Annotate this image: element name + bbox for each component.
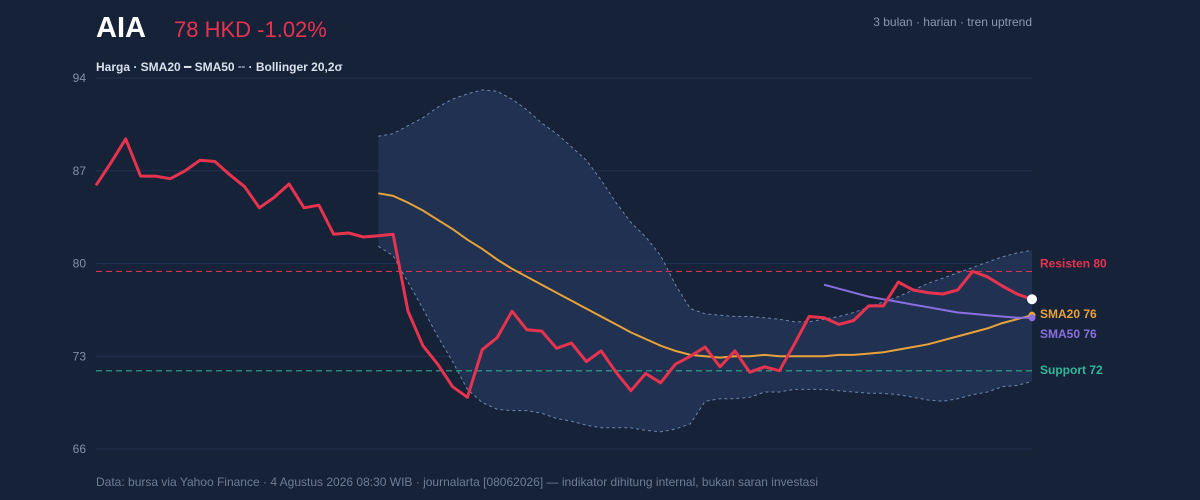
annotation-resistance: Resisten 80 — [1040, 256, 1107, 270]
y-tick-label: 87 — [73, 164, 87, 178]
y-tick-label: 66 — [73, 442, 87, 456]
price-line — [94, 137, 1033, 399]
y-tick-label: 80 — [73, 257, 87, 271]
annotation-sma50: SMA50 76 — [1040, 327, 1097, 341]
chart-meta: 3 bulan · harian · tren uptrend — [873, 15, 1032, 29]
source-footer: Data: bursa via Yahoo Finance · 4 Agustu… — [96, 475, 818, 489]
annotation-sma20: SMA20 76 — [1040, 307, 1097, 321]
bollinger-upper-line — [378, 89, 1033, 323]
chart-legend: Harga · SMA20 ━ SMA50 ╌ · Bollinger 20,2… — [96, 60, 343, 74]
sma50-end-marker — [1028, 314, 1036, 322]
ticker-title: AIA — [96, 12, 146, 44]
price-quote: 78 HKD -1.02% — [174, 17, 327, 42]
bollinger-band-fill — [378, 89, 1032, 432]
annotation-support: Support 72 — [1040, 363, 1103, 377]
y-tick-label: 94 — [73, 71, 87, 85]
sma50-line — [823, 283, 1032, 319]
y-tick-label: 73 — [73, 349, 87, 363]
bollinger-lower-line — [378, 245, 1033, 433]
last-price-marker — [1027, 294, 1037, 305]
sma20-line — [378, 192, 1033, 359]
